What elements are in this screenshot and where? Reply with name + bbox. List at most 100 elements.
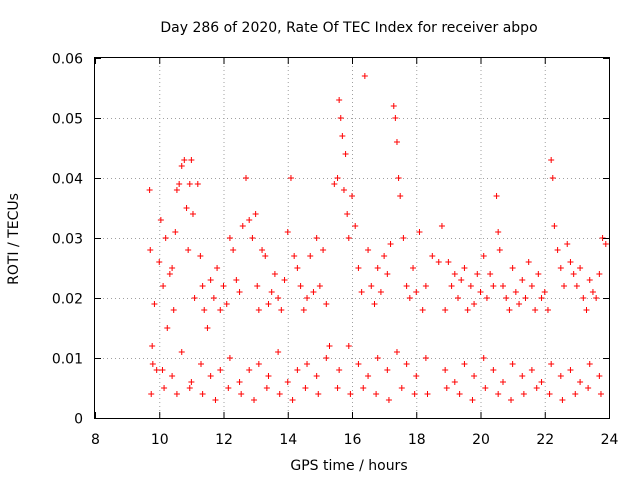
data-point xyxy=(194,181,201,187)
y-tick-label: 0.03 xyxy=(52,232,83,248)
data-point xyxy=(482,385,489,391)
data-point xyxy=(300,307,307,313)
data-point xyxy=(572,391,579,397)
data-point xyxy=(467,283,474,289)
data-point xyxy=(361,73,368,79)
data-point xyxy=(207,277,214,283)
data-point xyxy=(251,397,258,403)
grid-lines xyxy=(95,58,609,418)
x-tick-label: 18 xyxy=(408,432,426,448)
data-point xyxy=(214,265,221,271)
data-point xyxy=(334,385,341,391)
data-point xyxy=(403,361,410,367)
data-point xyxy=(398,385,405,391)
data-point xyxy=(186,385,193,391)
data-point xyxy=(146,187,153,193)
data-point xyxy=(254,283,261,289)
data-point xyxy=(276,391,283,397)
data-point xyxy=(323,301,330,307)
data-point xyxy=(201,307,208,313)
data-point xyxy=(345,343,352,349)
data-point xyxy=(153,367,160,373)
data-point xyxy=(207,373,214,379)
data-point xyxy=(246,367,253,373)
y-tick-label: 0.02 xyxy=(52,292,83,308)
data-point xyxy=(541,289,548,295)
data-point xyxy=(585,385,592,391)
x-tick-label: 8 xyxy=(91,432,100,448)
data-point xyxy=(458,277,465,283)
data-point xyxy=(419,307,426,313)
data-point xyxy=(551,223,558,229)
data-point xyxy=(189,211,196,217)
data-point xyxy=(371,301,378,307)
data-point xyxy=(397,193,404,199)
data-point xyxy=(495,391,502,397)
data-point xyxy=(549,175,556,181)
data-point xyxy=(570,271,577,277)
data-point xyxy=(385,397,392,403)
data-point xyxy=(157,217,164,223)
data-point xyxy=(278,307,285,313)
data-point xyxy=(528,283,535,289)
data-point xyxy=(493,193,500,199)
y-tick-label: 0.06 xyxy=(52,52,83,68)
data-point xyxy=(596,271,603,277)
data-point xyxy=(345,235,352,241)
data-point xyxy=(265,301,272,307)
data-point xyxy=(557,373,564,379)
data-point xyxy=(469,397,476,403)
data-point xyxy=(377,289,384,295)
data-point xyxy=(337,115,344,121)
data-point xyxy=(451,379,458,385)
data-point xyxy=(384,271,391,277)
data-point xyxy=(186,181,193,187)
data-point xyxy=(596,373,603,379)
data-point xyxy=(365,247,372,253)
data-point xyxy=(443,385,450,391)
data-point xyxy=(217,307,224,313)
data-point xyxy=(573,283,580,289)
data-point xyxy=(233,277,240,283)
data-point xyxy=(509,361,516,367)
data-point xyxy=(326,343,333,349)
data-point xyxy=(151,301,158,307)
data-point xyxy=(313,373,320,379)
data-point xyxy=(464,307,471,313)
data-point xyxy=(559,397,566,403)
data-point xyxy=(342,151,349,157)
data-point xyxy=(249,235,256,241)
data-point xyxy=(506,307,513,313)
data-point xyxy=(442,307,449,313)
data-point xyxy=(304,361,311,367)
data-point xyxy=(262,253,269,259)
data-point xyxy=(347,391,354,397)
data-point xyxy=(147,247,154,253)
data-point xyxy=(173,187,180,193)
data-point xyxy=(519,277,526,283)
y-tick-label: 0 xyxy=(74,412,83,428)
data-point xyxy=(344,211,351,217)
data-point xyxy=(451,271,458,277)
data-point xyxy=(567,367,574,373)
data-point xyxy=(503,295,510,301)
data-point xyxy=(564,241,571,247)
data-point xyxy=(230,247,237,253)
data-point xyxy=(255,361,262,367)
data-point xyxy=(275,295,282,301)
data-point xyxy=(422,283,429,289)
data-point xyxy=(304,295,311,301)
data-point xyxy=(170,307,177,313)
data-point xyxy=(284,379,291,385)
data-point xyxy=(252,211,259,217)
x-tick-label: 22 xyxy=(536,432,554,448)
data-point xyxy=(413,373,420,379)
data-point xyxy=(496,247,503,253)
data-point xyxy=(223,301,230,307)
data-point xyxy=(166,271,173,277)
data-point xyxy=(480,355,487,361)
data-point xyxy=(557,265,564,271)
data-point xyxy=(159,367,166,373)
data-point xyxy=(597,391,604,397)
data-point xyxy=(586,361,593,367)
